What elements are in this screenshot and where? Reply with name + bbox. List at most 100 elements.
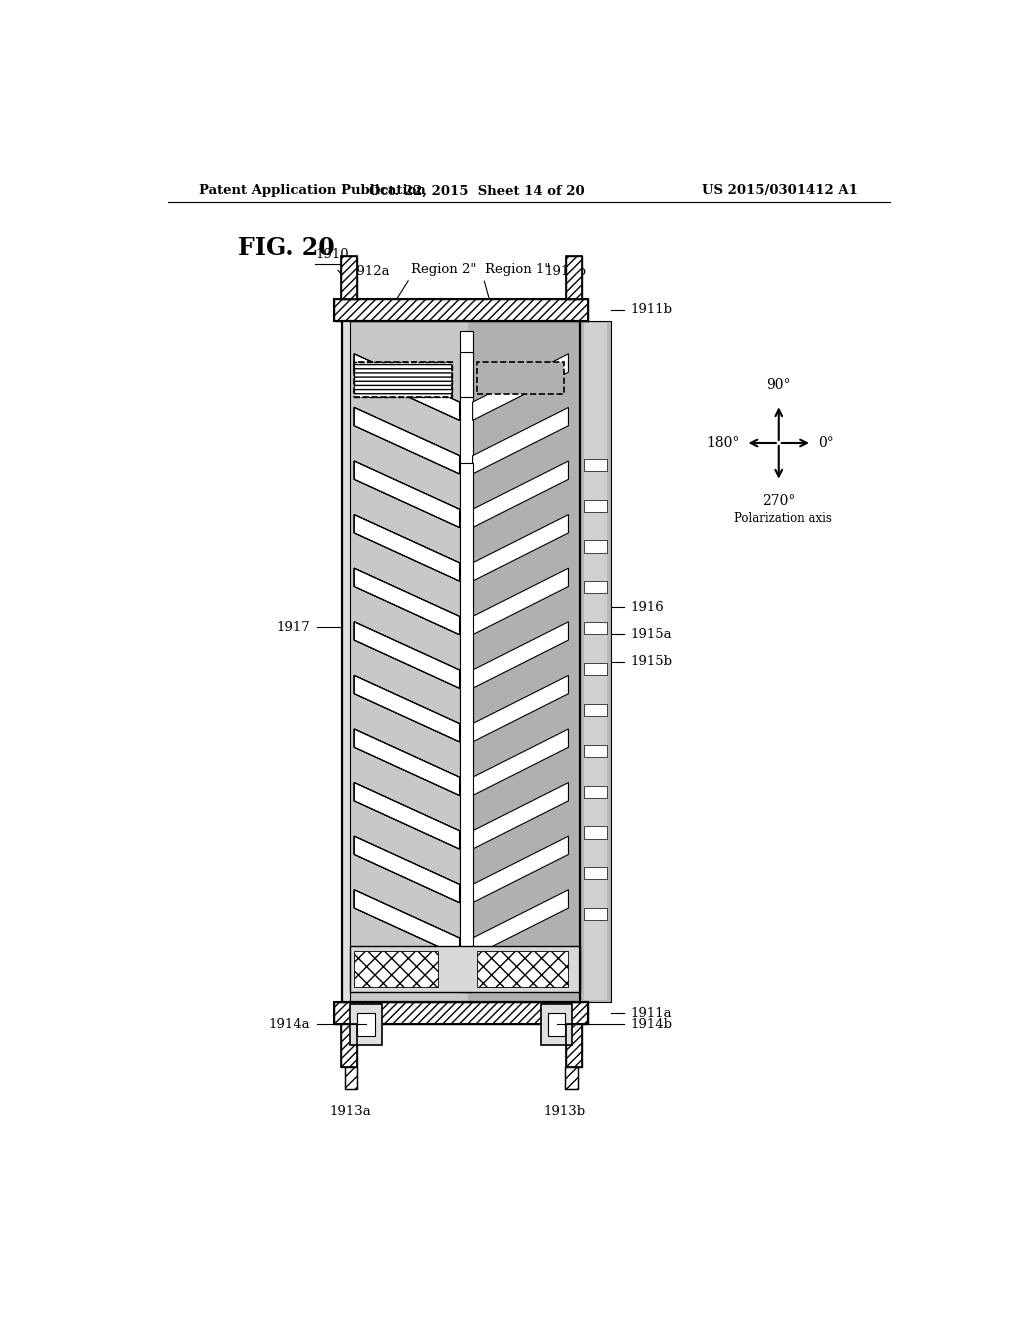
Bar <box>354 362 452 397</box>
Text: Oct. 22, 2015  Sheet 14 of 20: Oct. 22, 2015 Sheet 14 of 20 <box>370 185 585 198</box>
Polygon shape <box>354 622 460 688</box>
Bar <box>566 1024 582 1067</box>
Bar <box>566 256 582 298</box>
Text: 0°: 0° <box>818 436 834 450</box>
Bar <box>585 908 606 920</box>
Bar <box>460 463 473 991</box>
Bar <box>354 362 452 397</box>
Text: 1917: 1917 <box>276 620 310 634</box>
Polygon shape <box>354 890 460 956</box>
Polygon shape <box>354 729 460 796</box>
Bar <box>566 256 582 298</box>
Bar <box>460 331 473 991</box>
Bar <box>585 867 606 879</box>
Bar <box>342 321 468 1002</box>
Polygon shape <box>473 676 568 742</box>
Polygon shape <box>473 408 568 474</box>
Bar <box>585 581 606 594</box>
Bar <box>345 1067 357 1089</box>
Text: 180°: 180° <box>706 436 739 450</box>
Bar <box>357 1014 375 1036</box>
Polygon shape <box>473 354 568 420</box>
Polygon shape <box>354 622 460 688</box>
Bar <box>354 952 437 987</box>
Bar <box>565 1067 578 1089</box>
Polygon shape <box>354 783 460 849</box>
Text: 1913a: 1913a <box>330 1105 371 1118</box>
Text: Region 1": Region 1" <box>485 263 551 276</box>
Bar <box>460 351 473 397</box>
Bar <box>350 946 581 991</box>
Polygon shape <box>354 408 460 474</box>
Bar <box>585 704 606 715</box>
Text: Patent Application Publication: Patent Application Publication <box>200 185 426 198</box>
Text: 1916: 1916 <box>631 601 665 614</box>
Bar <box>334 298 588 321</box>
Polygon shape <box>354 729 460 796</box>
Polygon shape <box>354 408 460 474</box>
Polygon shape <box>354 676 460 742</box>
Text: Region 2": Region 2" <box>412 263 477 276</box>
Polygon shape <box>473 890 568 956</box>
Bar <box>341 1024 356 1067</box>
Text: 1910: 1910 <box>316 248 349 261</box>
Bar <box>565 1067 578 1089</box>
Text: US 2015/0301412 A1: US 2015/0301412 A1 <box>702 185 858 198</box>
Polygon shape <box>354 890 460 956</box>
Polygon shape <box>473 783 568 849</box>
Bar <box>468 321 581 1002</box>
Bar <box>342 321 350 1002</box>
Bar <box>541 1005 572 1044</box>
Polygon shape <box>354 783 460 849</box>
Polygon shape <box>354 836 460 903</box>
Bar <box>585 540 606 553</box>
Text: 1912b: 1912b <box>545 265 587 279</box>
Bar <box>585 826 606 838</box>
Text: 90°: 90° <box>767 378 791 392</box>
Text: 1912a: 1912a <box>348 265 390 279</box>
Bar <box>341 256 356 298</box>
Polygon shape <box>473 729 568 796</box>
Polygon shape <box>354 515 460 581</box>
Bar <box>548 1014 565 1036</box>
Bar <box>585 663 606 675</box>
Bar <box>476 362 564 395</box>
Text: FIG. 20: FIG. 20 <box>238 236 334 260</box>
Bar <box>345 1067 357 1089</box>
Bar <box>585 744 606 756</box>
Polygon shape <box>354 461 460 528</box>
Bar <box>350 1005 382 1044</box>
Text: 1915a: 1915a <box>631 628 672 640</box>
Polygon shape <box>473 515 568 581</box>
Text: Polarization axis: Polarization axis <box>734 512 831 525</box>
Polygon shape <box>354 515 460 581</box>
Bar <box>334 1002 588 1024</box>
Bar <box>476 952 568 987</box>
Polygon shape <box>473 836 568 903</box>
Polygon shape <box>473 622 568 688</box>
Bar <box>341 1024 356 1067</box>
Polygon shape <box>354 836 460 903</box>
Text: 270°: 270° <box>762 494 796 508</box>
Bar <box>342 321 468 1002</box>
Bar <box>334 298 588 321</box>
Bar <box>342 321 581 1002</box>
Polygon shape <box>473 461 568 528</box>
Bar <box>334 1002 588 1024</box>
Polygon shape <box>354 676 460 742</box>
Bar <box>585 785 606 797</box>
Text: 1914a: 1914a <box>269 1018 310 1031</box>
Text: 1914b: 1914b <box>631 1018 673 1031</box>
Bar <box>585 622 606 635</box>
Bar <box>584 323 607 1001</box>
Text: 1911a: 1911a <box>631 1007 672 1019</box>
Bar <box>585 499 606 512</box>
Polygon shape <box>354 568 460 635</box>
Text: 1915b: 1915b <box>631 655 673 668</box>
Bar <box>581 321 610 1002</box>
Bar <box>566 1024 582 1067</box>
Polygon shape <box>354 568 460 635</box>
Polygon shape <box>473 568 568 635</box>
Bar <box>341 256 356 298</box>
Polygon shape <box>354 354 460 420</box>
